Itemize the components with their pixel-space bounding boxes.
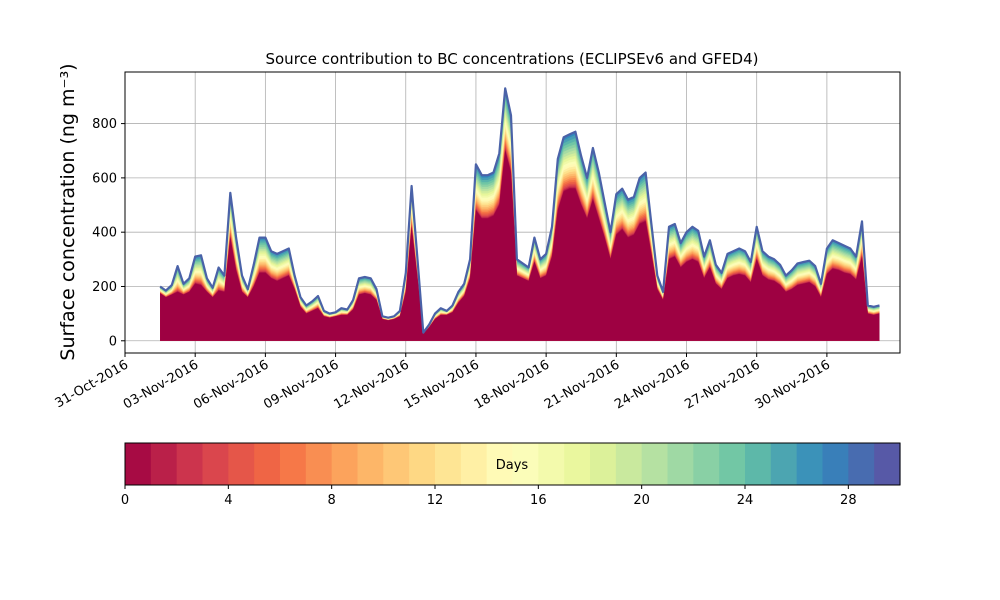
x-tick-label: 15-Nov-2016: [402, 357, 482, 412]
colorbar-swatch: [383, 443, 410, 485]
colorbar-swatch: [357, 443, 384, 485]
colorbar-swatch: [254, 443, 281, 485]
x-tick-label: 24-Nov-2016: [612, 357, 692, 412]
x-tick-label: 30-Nov-2016: [753, 357, 833, 412]
colorbar-swatch: [796, 443, 824, 485]
colorbar-tick-label: 20: [633, 493, 650, 508]
x-axis-ticks: 31-Oct-201603-Nov-201606-Nov-201609-Nov-…: [53, 353, 833, 412]
colorbar-swatch: [590, 443, 617, 485]
series-lines: [159, 87, 880, 334]
chart-title: Source contribution to BC concentrations…: [265, 50, 758, 68]
total-concentration-line: [159, 87, 880, 334]
colorbar-tick-label: 16: [530, 493, 547, 508]
colorbar-swatch: [822, 443, 849, 485]
x-tick-label: 03-Nov-2016: [121, 357, 201, 412]
colorbar-swatch: [719, 443, 746, 485]
colorbar-swatch: [460, 443, 488, 485]
colorbar-tick-label: 0: [121, 493, 129, 508]
contribution-area-day-0: [160, 150, 880, 341]
x-tick-label: 18-Nov-2016: [472, 357, 552, 412]
colorbar-swatch: [667, 443, 694, 485]
colorbar-frame: [124, 442, 901, 486]
plot-areas: [160, 88, 880, 341]
colorbar-label: Days: [496, 458, 529, 473]
y-tick-label: 600: [92, 171, 117, 186]
colorbar-swatch: [693, 443, 720, 485]
colorbar-swatch: [486, 443, 514, 485]
colorbar: 0 4 8 12 16 20 24 28: [121, 442, 901, 508]
y-tick-label: 800: [92, 117, 117, 132]
x-tick-label: 06-Nov-2016: [191, 357, 271, 412]
colorbar-swatch: [538, 443, 565, 485]
colorbar-tick-label: 12: [427, 493, 444, 508]
colorbar-swatch: [176, 443, 204, 485]
colorbar-swatch: [331, 443, 359, 485]
x-tick-label: 21-Nov-2016: [542, 357, 622, 412]
x-tick-label: 31-Oct-2016: [53, 357, 131, 411]
colorbar-swatch: [745, 443, 772, 485]
colorbar-swatch: [564, 443, 591, 485]
y-tick-label: 400: [92, 226, 117, 241]
y-axis-label: Surface concentration (ng m⁻³): [57, 63, 79, 360]
colorbar-swatch: [848, 443, 875, 485]
colorbar-swatch: [615, 443, 643, 485]
colorbar-swatch: [435, 443, 462, 485]
x-tick-label: 27-Nov-2016: [682, 357, 762, 412]
y-axis-ticks: 0 200 400 600 800: [92, 117, 125, 349]
colorbar-tick-label: 8: [328, 493, 336, 508]
y-tick-label: 200: [92, 280, 117, 295]
plot-frame: [124, 71, 901, 354]
y-tick-label: 0: [109, 334, 117, 349]
x-tick-label: 12-Nov-2016: [331, 357, 411, 412]
colorbar-swatch: [874, 443, 901, 485]
colorbar-tick-label: 24: [737, 493, 754, 508]
x-tick-label: 09-Nov-2016: [261, 357, 341, 412]
colorbar-swatch: [150, 443, 178, 485]
colorbar-swatch: [202, 443, 229, 485]
colorbar-swatch: [305, 443, 333, 485]
colorbar-swatch: [641, 443, 669, 485]
colorbar-swatch: [770, 443, 798, 485]
colorbar-swatch: [512, 443, 539, 485]
colorbar-swatch: [280, 443, 307, 485]
colorbar-swatch: [125, 443, 152, 485]
colorbar-swatch: [409, 443, 436, 485]
colorbar-tick-label: 4: [224, 493, 232, 508]
colorbar-swatch: [228, 443, 255, 485]
colorbar-tick-label: 28: [840, 493, 857, 508]
